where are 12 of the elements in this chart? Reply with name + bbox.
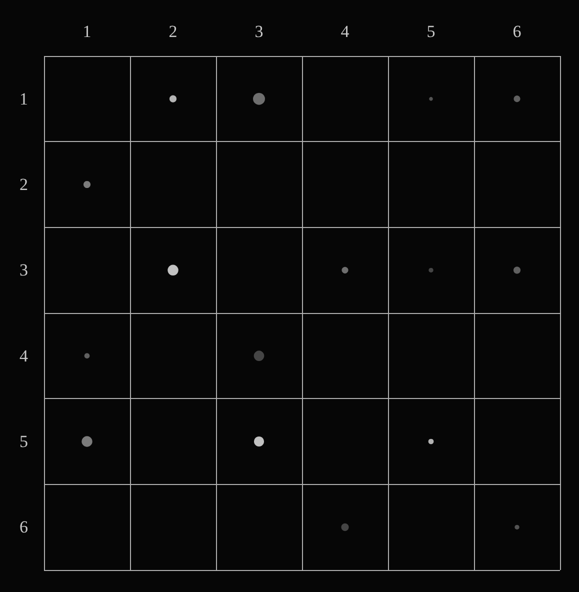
x-tick-label: 5 — [426, 22, 436, 41]
y-tick-label: 1 — [20, 89, 28, 108]
y-tick-label: 5 — [20, 432, 28, 451]
y-tick-label: 3 — [20, 260, 28, 280]
x-tick-label: 1 — [82, 22, 92, 41]
y-tick-label: 6 — [20, 518, 28, 537]
y-tick-label: 4 — [20, 346, 28, 366]
x-tick-label: 3 — [254, 22, 264, 41]
x-tick-label: 4 — [340, 22, 350, 41]
x-tick-label: 2 — [168, 22, 178, 41]
x-tick-label: 6 — [512, 22, 522, 41]
y-tick-label: 2 — [20, 175, 28, 194]
